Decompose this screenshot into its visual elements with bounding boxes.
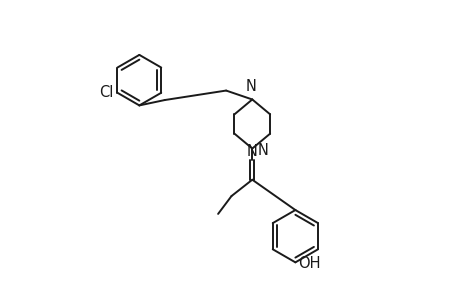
Text: N: N <box>245 79 256 94</box>
Text: Cl: Cl <box>98 85 113 100</box>
Text: N: N <box>257 142 268 158</box>
Text: OH: OH <box>298 256 320 271</box>
Text: N: N <box>246 144 257 159</box>
